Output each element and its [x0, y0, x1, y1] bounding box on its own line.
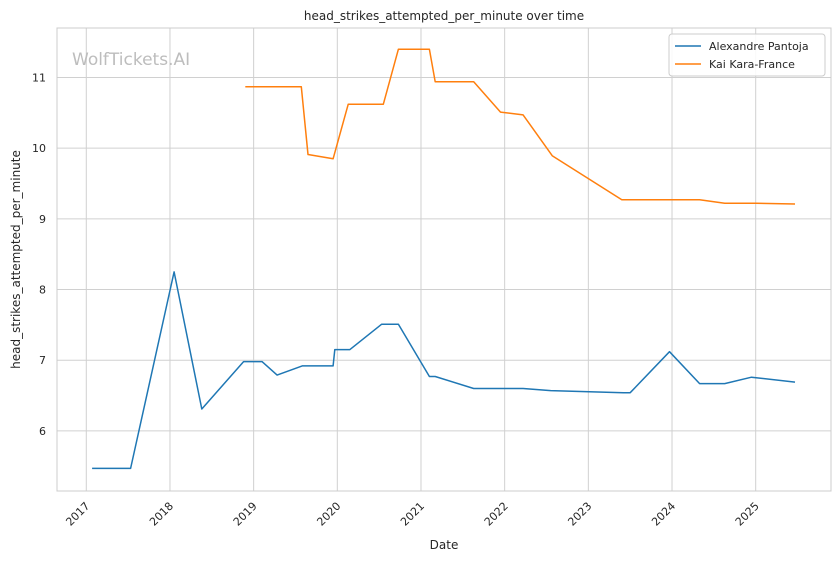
series-line-kai-kara-france: [245, 48, 796, 205]
y-tick-label: 11: [32, 71, 46, 84]
watermark-text: WolfTickets.AI: [72, 50, 190, 70]
y-tick-label: 7: [39, 354, 46, 367]
grid-lines: [57, 28, 831, 491]
y-tick-label: 8: [39, 284, 46, 297]
legend-entry-label: Alexandre Pantoja: [709, 40, 809, 53]
legend-box: [668, 33, 826, 77]
x-axis-label: Date: [430, 538, 459, 552]
legend: Alexandre Pantoja Kai Kara-France: [668, 33, 826, 77]
y-tick-label: 10: [32, 142, 46, 155]
y-axis-label: head_strikes_attempted_per_minute: [9, 150, 23, 369]
y-tick-label: 6: [39, 425, 46, 438]
plot-area-frame: [56, 27, 832, 492]
legend-entry-label: Kai Kara-France: [709, 58, 795, 71]
chart-title: head_strikes_attempted_per_minute over t…: [304, 9, 584, 23]
series-lines: [92, 48, 796, 470]
series-line-alexandre-pantoja: [92, 271, 796, 470]
y-tick-label: 9: [39, 213, 46, 226]
